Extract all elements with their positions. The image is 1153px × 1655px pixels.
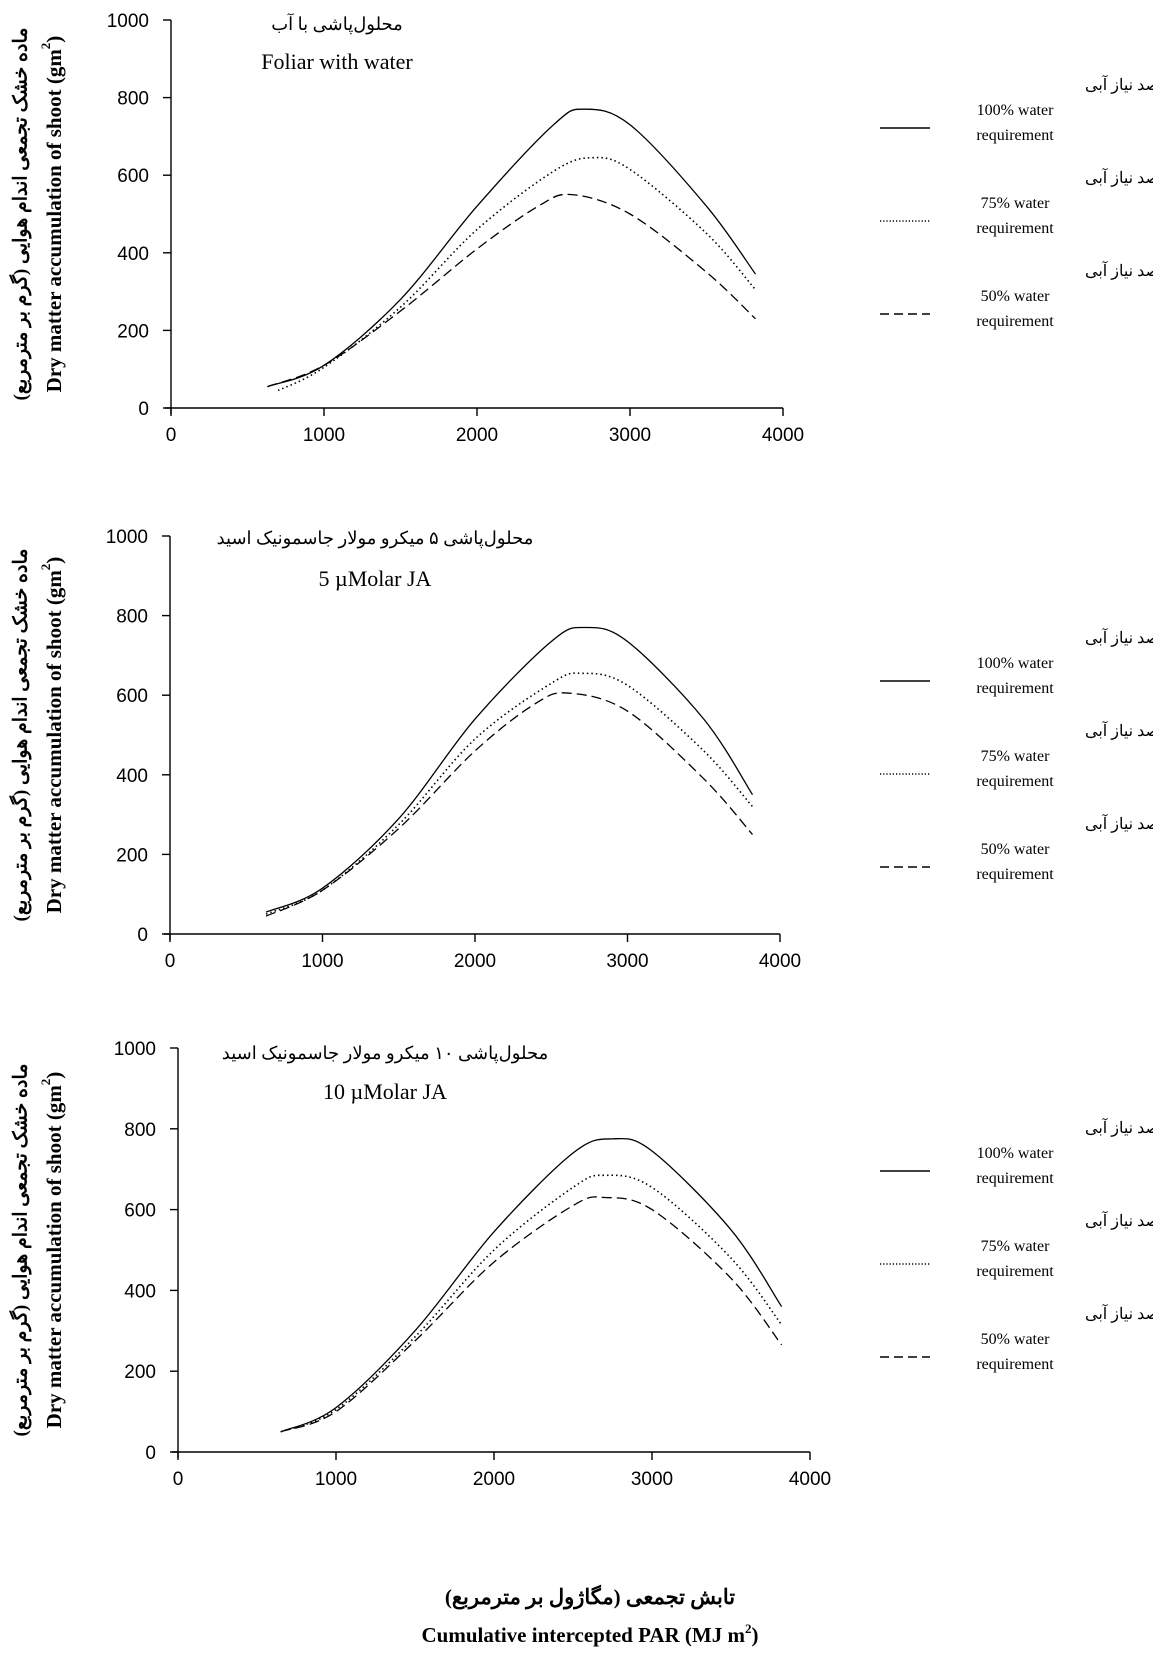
- legend-label-en: 100% water: [977, 655, 1055, 672]
- y-tick-label: 200: [116, 845, 148, 866]
- y-axis-title-fa: ماده خشک تجمعی اندام هوایی (گرم بر مترمر…: [8, 549, 31, 922]
- legend-label-en: 100% water: [977, 1145, 1055, 1162]
- x-tick-label: 1000: [315, 1469, 357, 1490]
- panel-title-fa: محلول‌پاشی ۵ میکرو مولار جاسمونیک اسید: [217, 528, 534, 549]
- legend-label-fa: تأمین ۷۵ درصد نیاز آبی: [1085, 1209, 1153, 1230]
- legend-label-en: 50% water: [981, 288, 1051, 305]
- x-tick-label: 3000: [606, 951, 648, 972]
- x-tick-label: 1000: [301, 951, 343, 972]
- y-tick-label: 600: [124, 1201, 156, 1222]
- y-tick-label: 800: [116, 607, 148, 628]
- y-tick-label: 0: [138, 399, 149, 420]
- legend-label-en-2: requirement: [976, 220, 1054, 237]
- series-line-dashed: [267, 193, 756, 388]
- chart-panel-1: 0 200 400 600 800 1000 0 1000 2000 3000 4000 محلول‌…: [8, 11, 1153, 446]
- legend-label-en-2: requirement: [976, 773, 1054, 790]
- x-tick-label: 3000: [609, 425, 651, 446]
- legend-label-fa: تأمین ۷۵ درصد نیاز آبی: [1085, 166, 1153, 187]
- legend-label-fa: تأمین ۵۰ درصد نیاز آبی: [1085, 1302, 1153, 1323]
- y-axis-title-en: Dry matter accumulation of shoot (gm2): [38, 36, 66, 393]
- legend-label-fa: تأمین ۵۰ درصد نیاز آبی: [1085, 259, 1153, 280]
- x-tick-label: 0: [173, 1469, 184, 1490]
- y-tick-label: 800: [117, 89, 149, 110]
- legend-label-fa: تأمین ۵۰ درصد نیاز آبی: [1085, 812, 1153, 833]
- y-tick-label: 600: [117, 166, 149, 187]
- legend-label-en-2: requirement: [976, 1170, 1054, 1187]
- y-axis-title-fa: ماده خشک تجمعی اندام هوایی (گرم بر مترمر…: [8, 1064, 31, 1437]
- y-axis-title-en: Dry matter accumulation of shoot (gm2): [38, 1072, 66, 1429]
- series-line-dotted: [265, 672, 754, 915]
- legend-label-en-2: requirement: [976, 866, 1054, 883]
- chart-panel-2: 0 200 400 600 800 1000 0 1000 2000 3000 4000 محلول‌…: [8, 527, 1153, 972]
- x-tick-label: 3000: [631, 1469, 673, 1490]
- y-tick-label: 400: [124, 1281, 156, 1302]
- x-tick-label: 2000: [456, 425, 498, 446]
- x-tick-label: 4000: [762, 425, 804, 446]
- legend-label-fa: تأمین ۱۰۰ درصد نیاز آبی: [1085, 1116, 1153, 1137]
- y-axis-title-fa: ماده خشک تجمعی اندام هوایی (گرم بر مترمر…: [8, 28, 31, 401]
- y-tick-label: 1000: [106, 527, 148, 548]
- series-line-solid: [267, 108, 757, 388]
- series-line-dashed: [265, 692, 753, 917]
- x-tick-label: 1000: [303, 425, 345, 446]
- y-tick-label: 200: [124, 1362, 156, 1383]
- x-tick-label: 4000: [789, 1469, 831, 1490]
- legend-label-fa: تأمین ۱۰۰ درصد نیاز آبی: [1085, 73, 1153, 94]
- legend-label-en: 75% water: [981, 748, 1051, 765]
- y-tick-label: 400: [116, 766, 148, 787]
- x-tick-label: 0: [166, 425, 177, 446]
- y-tick-label: 200: [117, 321, 149, 342]
- y-tick-label: 0: [137, 925, 148, 946]
- legend-label-en: 100% water: [977, 102, 1055, 119]
- x-axis-title-fa: تابش تجمعی (مگاژول بر مترمربع): [445, 1584, 735, 1610]
- legend-label-en-2: requirement: [976, 680, 1054, 697]
- legend-label-en: 75% water: [981, 195, 1051, 212]
- panel-title-fa: محلول‌پاشی ۱۰ میکرو مولار جاسمونیک اسید: [222, 1043, 548, 1064]
- x-tick-label: 2000: [454, 951, 496, 972]
- panel-title-en: 5 µMolar JA: [319, 566, 432, 591]
- legend: تأمین ۱۰۰ درصد نیاز آبی 100% water require…: [880, 73, 1153, 330]
- series-line-solid: [265, 626, 754, 913]
- series-line-dotted: [280, 1174, 783, 1433]
- y-tick-label: 400: [117, 244, 149, 265]
- legend-label-en-2: requirement: [976, 1263, 1054, 1280]
- y-tick-label: 600: [116, 686, 148, 707]
- panel-title-en: Foliar with water: [261, 49, 413, 74]
- y-tick-label: 1000: [107, 11, 149, 32]
- x-tick-label: 4000: [759, 951, 801, 972]
- y-tick-label: 1000: [114, 1039, 156, 1060]
- series-line-dotted: [277, 156, 757, 392]
- panel-title-en: 10 µMolar JA: [323, 1079, 447, 1104]
- legend: تأمین ۱۰۰ درصد نیاز آبی 100% water require…: [880, 626, 1153, 883]
- legend-label-en: 50% water: [981, 841, 1051, 858]
- series-line-dashed: [280, 1196, 783, 1433]
- legend: تأمین ۱۰۰ درصد نیاز آبی 100% water require…: [880, 1116, 1153, 1373]
- legend-label-en-2: requirement: [976, 127, 1054, 144]
- y-tick-label: 0: [145, 1443, 156, 1464]
- legend-label-en: 75% water: [981, 1238, 1051, 1255]
- y-tick-label: 800: [124, 1120, 156, 1141]
- series-line-solid: [280, 1137, 783, 1433]
- x-tick-label: 2000: [473, 1469, 515, 1490]
- y-axis-title-en: Dry matter accumulation of shoot (gm2): [38, 557, 66, 914]
- legend-label-fa: تأمین ۷۵ درصد نیاز آبی: [1085, 719, 1153, 740]
- x-axis-title: تابش تجمعی (مگاژول بر مترمربع) Cumulativ…: [422, 1584, 759, 1647]
- legend-label-en: 50% water: [981, 1331, 1051, 1348]
- legend-label-en-2: requirement: [976, 313, 1054, 330]
- panel-title-fa: محلول‌پاشی با آب: [271, 13, 403, 35]
- legend-label-en-2: requirement: [976, 1356, 1054, 1373]
- x-axis-title-en: Cumulative intercepted PAR (MJ m2): [422, 1621, 759, 1647]
- x-tick-label: 0: [165, 951, 176, 972]
- legend-label-fa: تأمین ۱۰۰ درصد نیاز آبی: [1085, 626, 1153, 647]
- chart-panel-3: 0 200 400 600 800 1000 0 1000 2000 3000 4000 محلول‌…: [8, 1039, 1153, 1490]
